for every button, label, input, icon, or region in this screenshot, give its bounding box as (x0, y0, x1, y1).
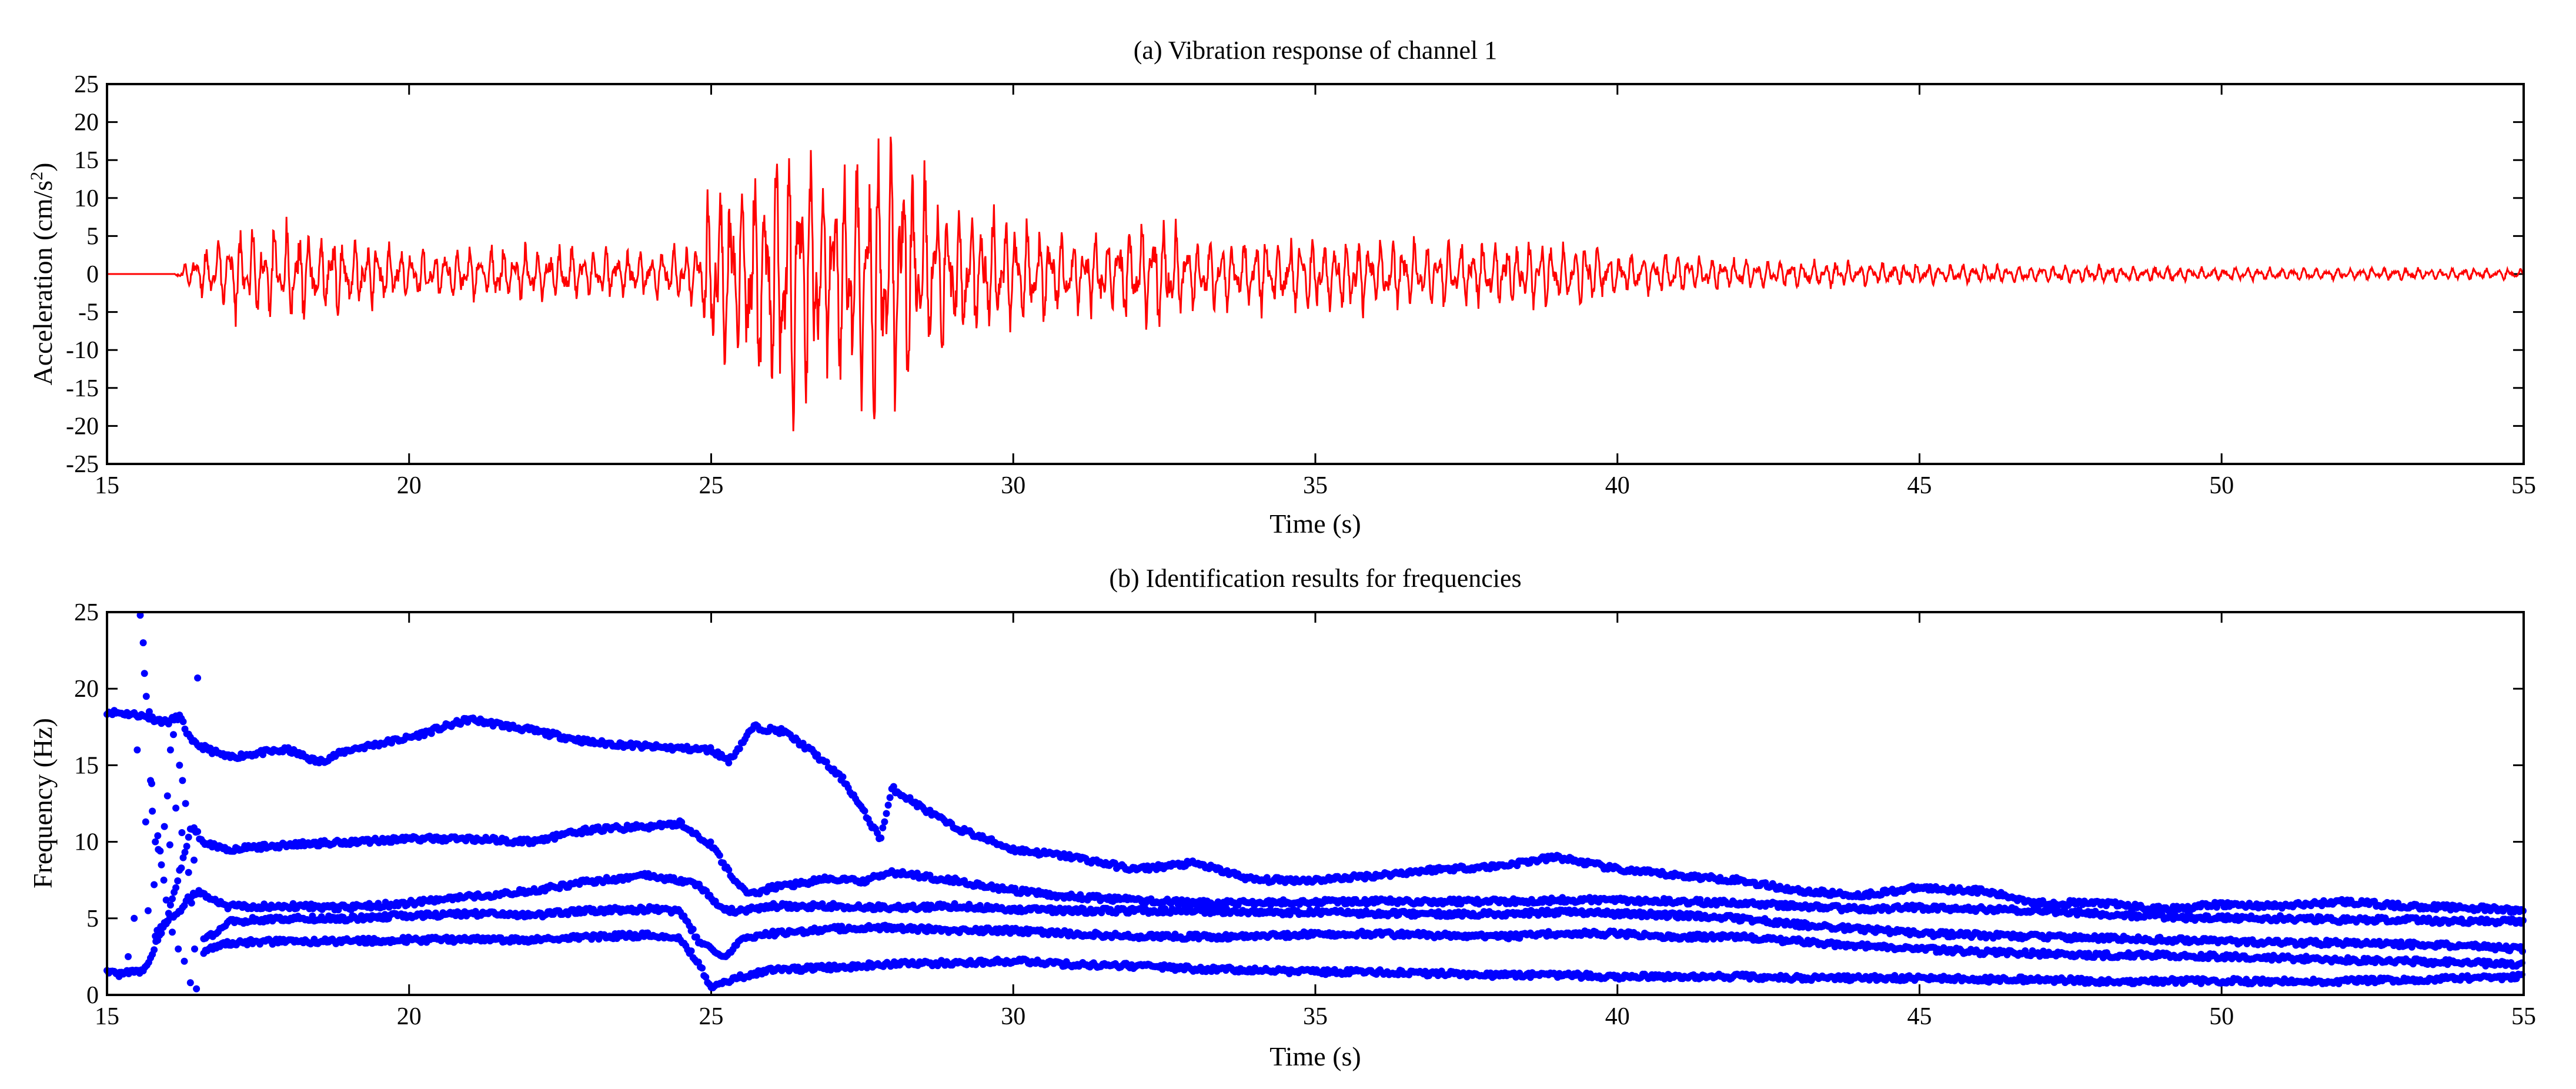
frequency-point (883, 810, 890, 817)
b-x-tick-label: 35 (1303, 1003, 1328, 1030)
a-y-tick-label: -20 (66, 413, 99, 440)
b-y-tick-label: 20 (74, 676, 99, 703)
a-y-tick-label: -25 (66, 451, 99, 478)
a-x-tick-label: 20 (397, 472, 422, 499)
b-x-tick-label: 50 (2209, 1003, 2234, 1030)
b-y-tick-label: 10 (74, 829, 99, 856)
a-x-tick-label: 25 (699, 472, 724, 499)
frequency-point (179, 854, 187, 861)
b-x-tick-label: 15 (95, 1003, 119, 1030)
a-y-tick-label: 10 (74, 185, 99, 212)
b-y-tick-label: 15 (74, 752, 99, 779)
frequency-point (174, 877, 182, 884)
frequency-point (185, 833, 192, 841)
frequency-point (181, 849, 189, 856)
frequency-point (725, 759, 733, 767)
panel-a: (a) Vibration response of channel 1 15 20… (27, 36, 2537, 539)
a-y-tick-label: 20 (74, 109, 99, 136)
panel-a-title: (a) Vibration response of channel 1 (1134, 36, 1497, 65)
panel-b-x-ticks: 15 20 25 30 35 40 45 50 55 (95, 612, 2536, 1030)
a-x-tick-label: 15 (95, 472, 119, 499)
panel-a-y-ticks: -25 -20 -15 -10 -5 0 5 10 15 20 25 (66, 71, 2524, 478)
frequency-point (2518, 947, 2526, 955)
panel-b-title: (b) Identification results for frequenci… (1109, 564, 1521, 593)
frequency-point (839, 773, 847, 781)
b-y-tick-label: 25 (74, 599, 99, 626)
frequency-point (716, 851, 723, 859)
a-x-tick-label: 40 (1605, 472, 1630, 499)
panel-a-y-axis-label-sup: 2 (27, 172, 46, 181)
panel-a-series-group (107, 136, 2525, 432)
a-x-tick-label: 45 (1907, 472, 1932, 499)
a-y-tick-label: -10 (66, 337, 99, 364)
frequency-point (194, 828, 202, 836)
frequency-point (183, 843, 191, 850)
panel-b-series-group (103, 612, 2527, 993)
frequency-point (881, 818, 888, 826)
frequency-point (799, 740, 807, 747)
a-y-tick-label: -5 (78, 299, 99, 326)
b-y-tick-label: 5 (86, 906, 99, 933)
frequency-point (736, 745, 743, 753)
a-x-tick-label: 35 (1303, 472, 1328, 499)
a-y-tick-label: 0 (86, 261, 99, 288)
b-x-tick-label: 30 (1001, 1003, 1025, 1030)
a-y-tick-label: 5 (86, 223, 99, 250)
panel-b-y-ticks: 0 5 10 15 20 25 (74, 599, 2524, 1009)
b-x-tick-label: 55 (2511, 1003, 2536, 1030)
a-x-tick-label: 30 (1001, 472, 1025, 499)
frequency-point (879, 824, 887, 831)
panel-a-x-axis-label: Time (s) (1269, 509, 1361, 539)
a-y-tick-label: 25 (74, 71, 99, 98)
panel-a-y-axis-label-suffix: ) (28, 163, 58, 172)
frequency-point (178, 864, 185, 872)
frequency-series-2 (103, 817, 2527, 978)
frequency-point (823, 758, 830, 766)
a-y-tick-label: -15 (66, 375, 99, 402)
vibration-trace (107, 136, 2525, 432)
frequency-point (861, 807, 868, 815)
frequency-point (166, 901, 174, 909)
b-x-tick-label: 45 (1907, 1003, 1932, 1030)
b-x-tick-label: 20 (397, 1003, 422, 1030)
frequency-point (172, 884, 180, 891)
panel-a-frame (106, 83, 2525, 465)
frequency-point (707, 838, 714, 846)
a-x-tick-label: 55 (2511, 472, 2536, 499)
a-y-tick-label: 15 (74, 147, 99, 174)
panel-a-x-ticks: 15 20 25 30 35 40 45 50 55 (95, 84, 2536, 499)
frequency-point (884, 801, 892, 809)
b-x-tick-label: 25 (699, 1003, 724, 1030)
frequency-point (814, 751, 821, 759)
frequency-series-1 (103, 707, 2527, 916)
frequency-point (169, 895, 176, 903)
frequency-point (725, 866, 733, 874)
frequency-point (151, 946, 158, 954)
frequency-point (877, 834, 885, 842)
frequency-point (689, 926, 697, 933)
frequency-point (886, 794, 894, 801)
a-x-tick-label: 50 (2209, 472, 2234, 499)
frequency-point (874, 829, 881, 837)
b-x-tick-label: 40 (1605, 1003, 1630, 1030)
frequency-point (890, 783, 897, 790)
frequency-point (179, 718, 187, 726)
panel-b: (b) Identification results for frequenci… (28, 564, 2536, 1071)
panel-a-y-axis-label: Acceleration (cm/s2) (27, 163, 58, 386)
b-y-tick-label: 0 (86, 982, 99, 1009)
panel-a-y-axis-label-main: Acceleration (cm/s (28, 181, 58, 386)
